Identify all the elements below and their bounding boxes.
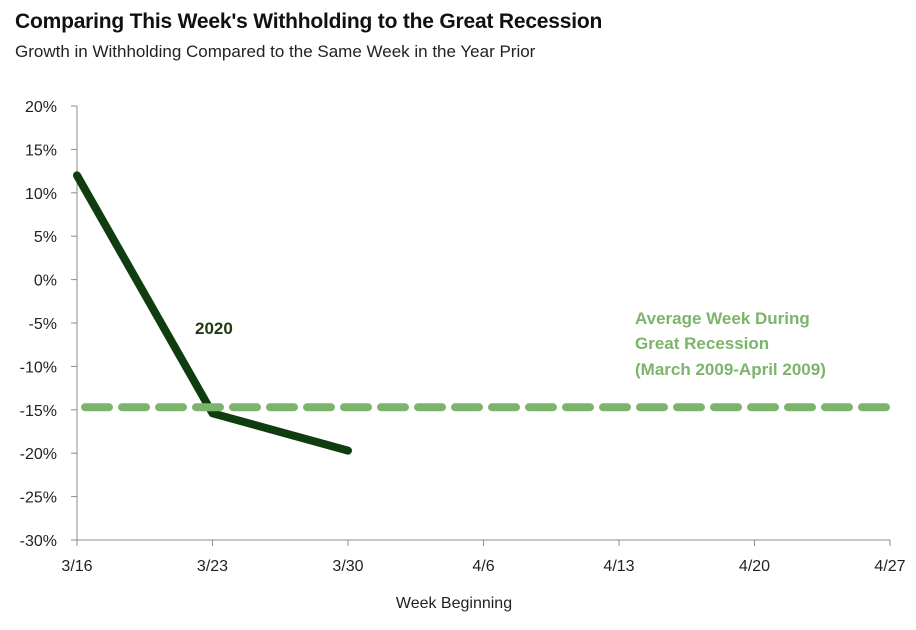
y-tick-label: -5% — [29, 316, 57, 333]
y-tick-label: -20% — [20, 446, 57, 463]
y-tick-label: 5% — [34, 229, 57, 246]
x-tick-label: 3/16 — [61, 558, 92, 575]
y-tick-label: -30% — [20, 533, 57, 550]
x-tick-label: 3/30 — [332, 558, 363, 575]
y-tick-label: -15% — [20, 403, 57, 420]
y-tick-label: 15% — [25, 142, 57, 159]
series-label-recession: Average Week During Great Recession (Mar… — [635, 309, 826, 379]
x-tick-label: 4/13 — [603, 558, 634, 575]
chart-title: Comparing This Week's Withholding to the… — [15, 10, 603, 33]
x-tick-label: 4/20 — [739, 558, 770, 575]
y-tick-label: -10% — [20, 359, 57, 376]
recession-label-line-2: Great Recession — [635, 334, 769, 353]
x-axis-label: Week Beginning — [396, 595, 512, 612]
x-tick-label: 4/27 — [874, 558, 905, 575]
chart-subtitle: Growth in Withholding Compared to the Sa… — [15, 42, 536, 61]
recession-label-line-3: (March 2009-April 2009) — [635, 360, 826, 379]
x-tick-label: 4/6 — [472, 558, 494, 575]
series-label-2020: 2020 — [195, 319, 233, 338]
y-tick-label: 10% — [25, 186, 57, 203]
x-tick-label: 3/23 — [197, 558, 228, 575]
recession-label-line-1: Average Week During — [635, 309, 810, 328]
y-tick-label: -25% — [20, 490, 57, 507]
y-tick-label: 0% — [34, 273, 57, 290]
y-tick-label: 20% — [25, 99, 57, 116]
